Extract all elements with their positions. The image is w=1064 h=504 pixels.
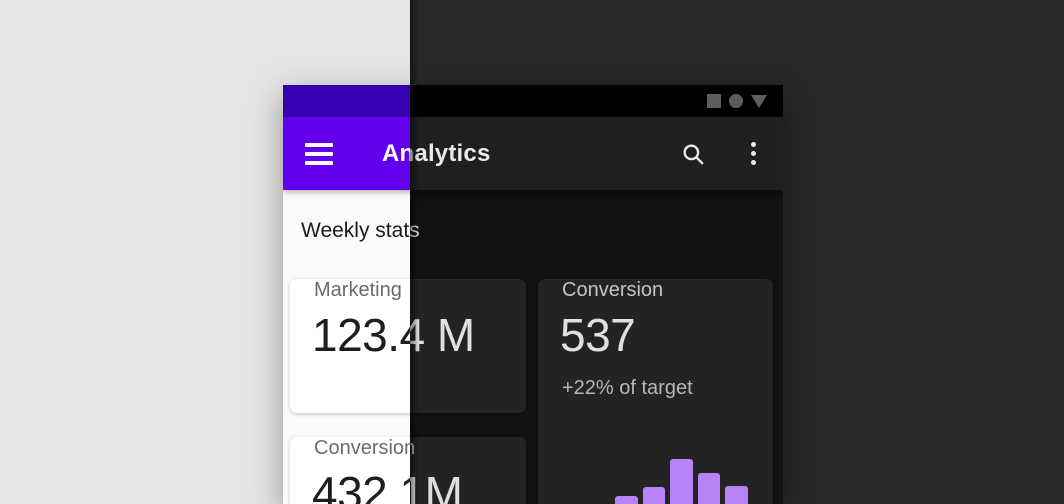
- app-bar-actions: [673, 134, 773, 174]
- app-bar: Analytics: [283, 117, 410, 190]
- status-circle-icon: [729, 94, 743, 108]
- status-square-icon: [707, 94, 721, 108]
- stats-right-column: Conversion 537 +22% of target: [538, 255, 773, 504]
- stats-left-column: Marketing 123.4 M Conversion 432.1M: [290, 255, 475, 504]
- card-label: Conversion: [314, 437, 416, 459]
- section-heading: Weekly stats: [301, 219, 420, 242]
- card-label: Conversion: [562, 279, 664, 301]
- status-bar: [283, 85, 410, 117]
- overflow-menu-icon[interactable]: [733, 134, 773, 174]
- bar: [615, 496, 638, 504]
- bar: [642, 487, 666, 504]
- bar: [725, 486, 749, 504]
- status-triangle-icon: [751, 94, 767, 108]
- card-subtext: +22% of target: [562, 377, 693, 399]
- stat-card-marketing[interactable]: Marketing 123.4 M: [290, 279, 475, 413]
- menu-icon[interactable]: [305, 142, 333, 165]
- stats-grid: Marketing 123.4 M Conversion 432.1M Conv…: [290, 255, 475, 504]
- bar-chart: [560, 459, 749, 504]
- card-label: Marketing: [314, 279, 402, 301]
- card-value: 432.1M: [312, 467, 463, 504]
- card-value: 537: [560, 309, 636, 361]
- stat-card-conversion[interactable]: Conversion 537 +22% of target: [538, 279, 773, 504]
- stat-card-conversion-secondary[interactable]: Conversion 432.1M: [290, 437, 463, 504]
- bar: [697, 473, 721, 504]
- bar: [670, 459, 693, 504]
- content-area: Weekly stats Marketing 123.4 M Conversio…: [283, 190, 475, 504]
- card-value: 123.4 M: [312, 309, 475, 361]
- app-title: Analytics: [382, 140, 410, 168]
- search-icon[interactable]: [673, 134, 713, 174]
- phone-screen: Analytics Weekly stats Marketing: [283, 85, 475, 504]
